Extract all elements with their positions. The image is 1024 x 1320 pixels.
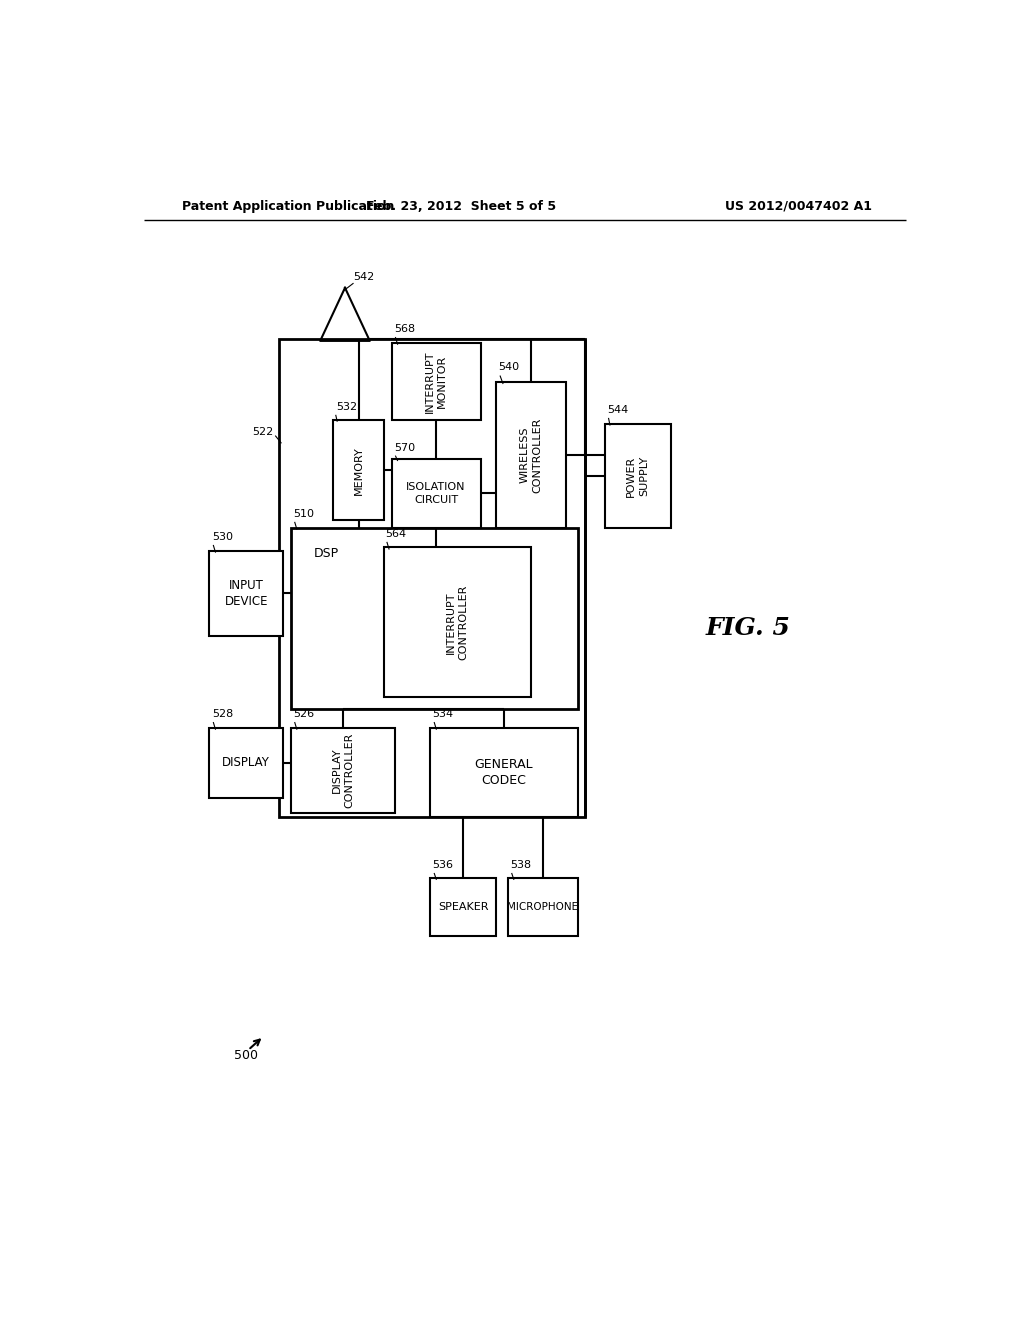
Bar (508, 878, 578, 936)
Text: 532: 532 (336, 403, 356, 412)
Text: SPEAKER: SPEAKER (438, 903, 488, 912)
Bar (209, 552, 283, 636)
Bar (604, 424, 671, 528)
Text: 528: 528 (212, 709, 232, 719)
Bar (384, 548, 531, 697)
Bar (291, 729, 395, 813)
Text: US 2012/0047402 A1: US 2012/0047402 A1 (725, 199, 872, 213)
Text: 526: 526 (293, 709, 314, 719)
Text: DSP: DSP (314, 548, 339, 560)
Text: 534: 534 (432, 709, 454, 719)
Bar (496, 381, 566, 528)
Text: WIRELESS
CONTROLLER: WIRELESS CONTROLLER (520, 417, 542, 492)
Text: Feb. 23, 2012  Sheet 5 of 5: Feb. 23, 2012 Sheet 5 of 5 (367, 199, 556, 213)
Text: 510: 510 (293, 508, 314, 519)
Text: MICROPHONE: MICROPHONE (507, 903, 579, 912)
Text: 570: 570 (394, 442, 415, 453)
Text: 564: 564 (385, 529, 407, 539)
Bar (334, 420, 384, 520)
Text: 500: 500 (233, 1049, 258, 1063)
Text: 530: 530 (212, 532, 232, 543)
Text: FIG. 5: FIG. 5 (706, 616, 791, 640)
Text: POWER
SUPPLY: POWER SUPPLY (627, 455, 649, 496)
Text: DISPLAY: DISPLAY (222, 756, 270, 770)
Text: INTERRUPT
MONITOR: INTERRUPT MONITOR (425, 350, 447, 413)
Text: ISOLATION
CIRCUIT: ISOLATION CIRCUIT (407, 482, 466, 504)
Bar (280, 339, 586, 817)
Text: DISPLAY
CONTROLLER: DISPLAY CONTROLLER (332, 733, 354, 808)
Bar (209, 729, 283, 797)
Text: GENERAL
CODEC: GENERAL CODEC (474, 758, 534, 787)
Bar (291, 528, 578, 709)
Text: MEMORY: MEMORY (353, 446, 364, 495)
Text: 540: 540 (499, 363, 519, 372)
Text: 542: 542 (353, 272, 375, 281)
Text: INPUT
DEVICE: INPUT DEVICE (224, 579, 268, 609)
Bar (430, 729, 578, 817)
Text: Patent Application Publication: Patent Application Publication (182, 199, 394, 213)
Bar (391, 343, 480, 420)
Text: 536: 536 (432, 859, 454, 870)
Bar (391, 459, 480, 528)
Bar (430, 878, 496, 936)
Text: 544: 544 (607, 405, 628, 414)
Text: INTERRUPT
CONTROLLER: INTERRUPT CONTROLLER (446, 585, 469, 660)
Text: 522: 522 (253, 426, 273, 437)
Text: 538: 538 (510, 859, 531, 870)
Text: 568: 568 (394, 323, 415, 334)
